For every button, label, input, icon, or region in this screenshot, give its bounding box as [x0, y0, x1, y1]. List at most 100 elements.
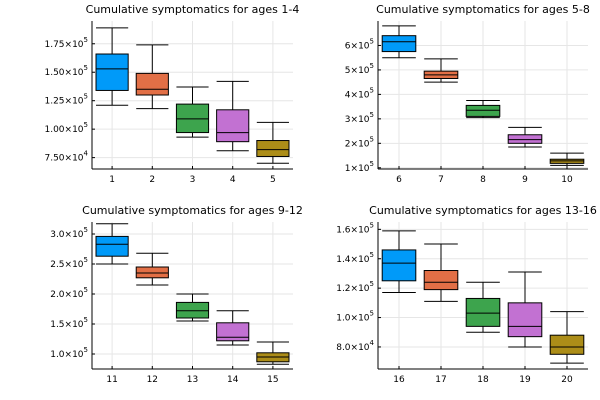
- y-tick-label: 1.6×105: [336, 221, 374, 235]
- x-tick-label: 13: [187, 375, 198, 385]
- iqr-box: [507, 302, 543, 338]
- box-14: [216, 310, 250, 346]
- y-tick-label: 1.25×105: [44, 93, 88, 107]
- y-tick-label: 1.0×105: [50, 346, 88, 360]
- box-8: [465, 100, 501, 119]
- iqr-box: [381, 35, 417, 53]
- iqr-box: [95, 235, 129, 257]
- y-tick-label: 1.4×105: [336, 251, 374, 265]
- box-19: [507, 271, 543, 348]
- y-tick-mantissa: 8.0×10: [336, 343, 370, 353]
- iqr-box: [465, 297, 501, 327]
- y-tick-exponent: 5: [370, 62, 374, 70]
- y-tick-exponent: 5: [84, 93, 88, 101]
- box-4: [216, 80, 250, 152]
- box-12: [135, 252, 169, 286]
- y-tick-label: 8.0×104: [336, 339, 374, 353]
- y-tick-exponent: 5: [84, 286, 88, 294]
- y-tick-exponent: 5: [370, 111, 374, 119]
- x-tick-label: 5: [270, 175, 276, 185]
- box-1: [95, 27, 129, 106]
- y-tick-mantissa: 1.00×10: [44, 125, 83, 135]
- y-tick-label: 4×105: [345, 86, 374, 100]
- y-tick-mantissa: 1.0×10: [336, 314, 370, 324]
- x-tick-label: 11: [106, 375, 117, 385]
- y-tick-exponent: 5: [370, 135, 374, 143]
- chart-panel-4: Cumulative symptomatics for ages 13-16 8.…: [336, 204, 597, 385]
- y-tick-label: 3×105: [345, 111, 374, 125]
- y-tick-exponent: 5: [370, 310, 374, 318]
- y-tick-exponent: 5: [370, 160, 374, 168]
- x-tick-label: 6: [396, 175, 402, 185]
- y-tick-mantissa: 1.4×10: [336, 255, 370, 265]
- y-tick-mantissa: 3×10: [345, 115, 370, 125]
- y-tick-exponent: 5: [370, 251, 374, 259]
- y-tick-mantissa: 2.5×10: [50, 260, 84, 270]
- y-tick-mantissa: 1.5×10: [50, 320, 84, 330]
- chart-title: Cumulative symptomatics for ages 9-12: [82, 204, 303, 217]
- box-7: [423, 58, 459, 83]
- iqr-box: [135, 266, 169, 279]
- y-tick-label: 1.75×105: [44, 36, 88, 50]
- y-tick-mantissa: 1×10: [345, 164, 370, 174]
- iqr-box: [549, 334, 585, 355]
- chart-panel-3: Cumulative symptomatics for ages 9-12 1.0…: [50, 204, 303, 385]
- y-tick-mantissa: 1.6×10: [336, 225, 370, 235]
- x-tick-label: 4: [230, 175, 236, 185]
- y-tick-mantissa: 6×10: [345, 41, 370, 51]
- box-9: [507, 126, 543, 148]
- x-tick-label: 8: [480, 175, 486, 185]
- y-tick-exponent: 5: [84, 316, 88, 324]
- box-17: [423, 243, 459, 302]
- iqr-box: [216, 109, 250, 143]
- box-3: [175, 86, 210, 138]
- box-16: [381, 230, 417, 294]
- x-tick-label: 14: [227, 375, 239, 385]
- y-tick-mantissa: 2×10: [345, 139, 370, 149]
- y-tick-exponent: 5: [370, 221, 374, 229]
- y-tick-exponent: 5: [370, 86, 374, 94]
- x-tick-label: 1: [109, 175, 115, 185]
- iqr-box: [465, 104, 501, 117]
- y-tick-label: 2×105: [345, 135, 374, 149]
- chart-panel-2: Cumulative symptomatics for ages 5-8 1×10…: [345, 3, 590, 185]
- y-tick-label: 1.5×105: [50, 316, 88, 330]
- y-tick-label: 2.5×105: [50, 256, 88, 270]
- iqr-box: [507, 134, 543, 144]
- iqr-box: [423, 270, 459, 291]
- box-10: [549, 152, 585, 166]
- box-15: [256, 341, 290, 365]
- box-11: [95, 223, 129, 265]
- x-tick-label: 18: [477, 375, 489, 385]
- iqr-box: [175, 301, 210, 319]
- y-tick-mantissa: 5×10: [345, 66, 370, 76]
- x-tick-label: 16: [393, 375, 405, 385]
- chart-title: Cumulative symptomatics for ages 13-16: [369, 204, 597, 217]
- x-tick-label: 9: [522, 175, 528, 185]
- y-tick-mantissa: 1.75×10: [44, 40, 83, 50]
- y-tick-mantissa: 2.0×10: [50, 290, 84, 300]
- iqr-box: [95, 53, 129, 91]
- y-tick-mantissa: 1.25×10: [44, 97, 83, 107]
- y-tick-mantissa: 7.50×10: [44, 154, 83, 164]
- y-tick-label: 1×105: [345, 160, 374, 174]
- chart-panel-1: Cumulative symptomatics for ages 1-4 7.50…: [44, 3, 299, 185]
- y-tick-exponent: 5: [84, 36, 88, 44]
- box-2: [135, 44, 169, 110]
- y-tick-exponent: 5: [370, 280, 374, 288]
- iqr-box: [256, 140, 290, 157]
- box-20: [549, 311, 585, 364]
- y-tick-exponent: 5: [84, 256, 88, 264]
- chart-title: Cumulative symptomatics for ages 1-4: [86, 3, 300, 16]
- iqr-box: [135, 72, 169, 96]
- y-tick-label: 1.0×105: [336, 310, 374, 324]
- y-tick-mantissa: 1.0×10: [50, 350, 84, 360]
- x-tick-label: 20: [561, 375, 573, 385]
- x-tick-label: 2: [149, 175, 155, 185]
- y-tick-label: 3.0×105: [50, 226, 88, 240]
- y-tick-mantissa: 1.2×10: [336, 284, 370, 294]
- box-13: [175, 293, 210, 322]
- y-tick-exponent: 5: [84, 121, 88, 129]
